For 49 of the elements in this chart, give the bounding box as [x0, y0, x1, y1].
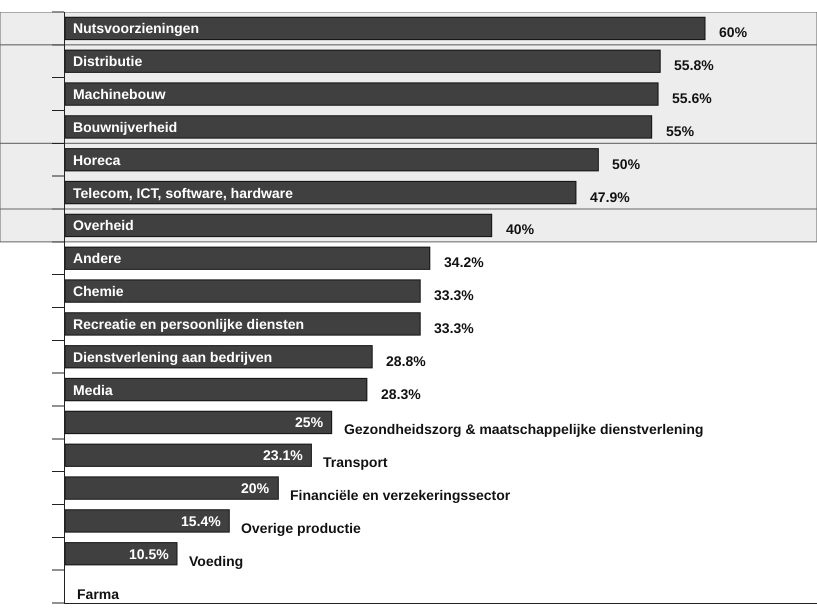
- y-tick-label: Horeca: [73, 152, 121, 168]
- y-tick-label: Overige productie: [241, 520, 362, 536]
- data-label: 25%: [295, 414, 324, 430]
- bar: [65, 476, 279, 500]
- data-label: 15.4%: [181, 513, 222, 529]
- y-tick-label: Chemie: [73, 283, 124, 299]
- data-label: 55%: [666, 123, 695, 139]
- data-label: 33.3%: [434, 287, 474, 303]
- data-label: 33.3%: [434, 320, 474, 336]
- bar: [65, 115, 652, 139]
- bar: [65, 246, 430, 270]
- y-tick-label: Machinebouw: [73, 86, 166, 102]
- data-label: 28.3%: [381, 386, 422, 402]
- bar: [65, 214, 492, 238]
- data-label: 10.5%: [129, 546, 170, 562]
- y-tick-label: Nutsvoorzieningen: [73, 20, 200, 36]
- bar: [65, 148, 599, 172]
- y-tick-label: Dienstverlening aan bedrijven: [73, 349, 272, 365]
- y-tick-label: Recreatie en persoonlijke diensten: [73, 316, 304, 332]
- y-tick-label: Gezondheidszorg & maatschappelijke dienstverlening: [344, 421, 704, 437]
- y-tick-label: Media: [73, 382, 113, 398]
- y-tick-label: Farma: [77, 586, 120, 602]
- data-label: 55.6%: [672, 90, 712, 106]
- bar: [65, 444, 312, 467]
- y-tick-label: Transport: [323, 454, 388, 470]
- y-tick-label: Overheid: [73, 217, 134, 233]
- bar: [65, 542, 178, 566]
- data-label: 40%: [506, 221, 535, 237]
- y-tick-label: Financiële en verzekeringssector: [290, 487, 511, 503]
- y-tick-label: Voeding: [189, 553, 244, 569]
- bar: [65, 180, 576, 204]
- data-label: 28.8%: [386, 353, 426, 369]
- bar: [65, 410, 332, 434]
- data-label: 60%: [719, 24, 748, 40]
- data-label: 34.2%: [444, 254, 484, 270]
- bar: [65, 509, 230, 533]
- data-label: 55.8%: [674, 57, 714, 73]
- y-tick-label: Telecom, ICT, software, hardware: [73, 185, 294, 201]
- data-label: 50%: [612, 156, 641, 172]
- data-label: 20%: [241, 480, 270, 496]
- bar: [65, 50, 661, 73]
- data-label: 23.1%: [263, 447, 304, 463]
- bar: [65, 82, 659, 106]
- data-label: 47.9%: [590, 189, 630, 205]
- y-tick-label: Bouwnijverheid: [73, 119, 178, 135]
- y-tick-label: Andere: [73, 250, 122, 266]
- bar: [65, 378, 368, 402]
- y-tick-label: Distributie: [73, 53, 142, 69]
- bar: [65, 279, 421, 303]
